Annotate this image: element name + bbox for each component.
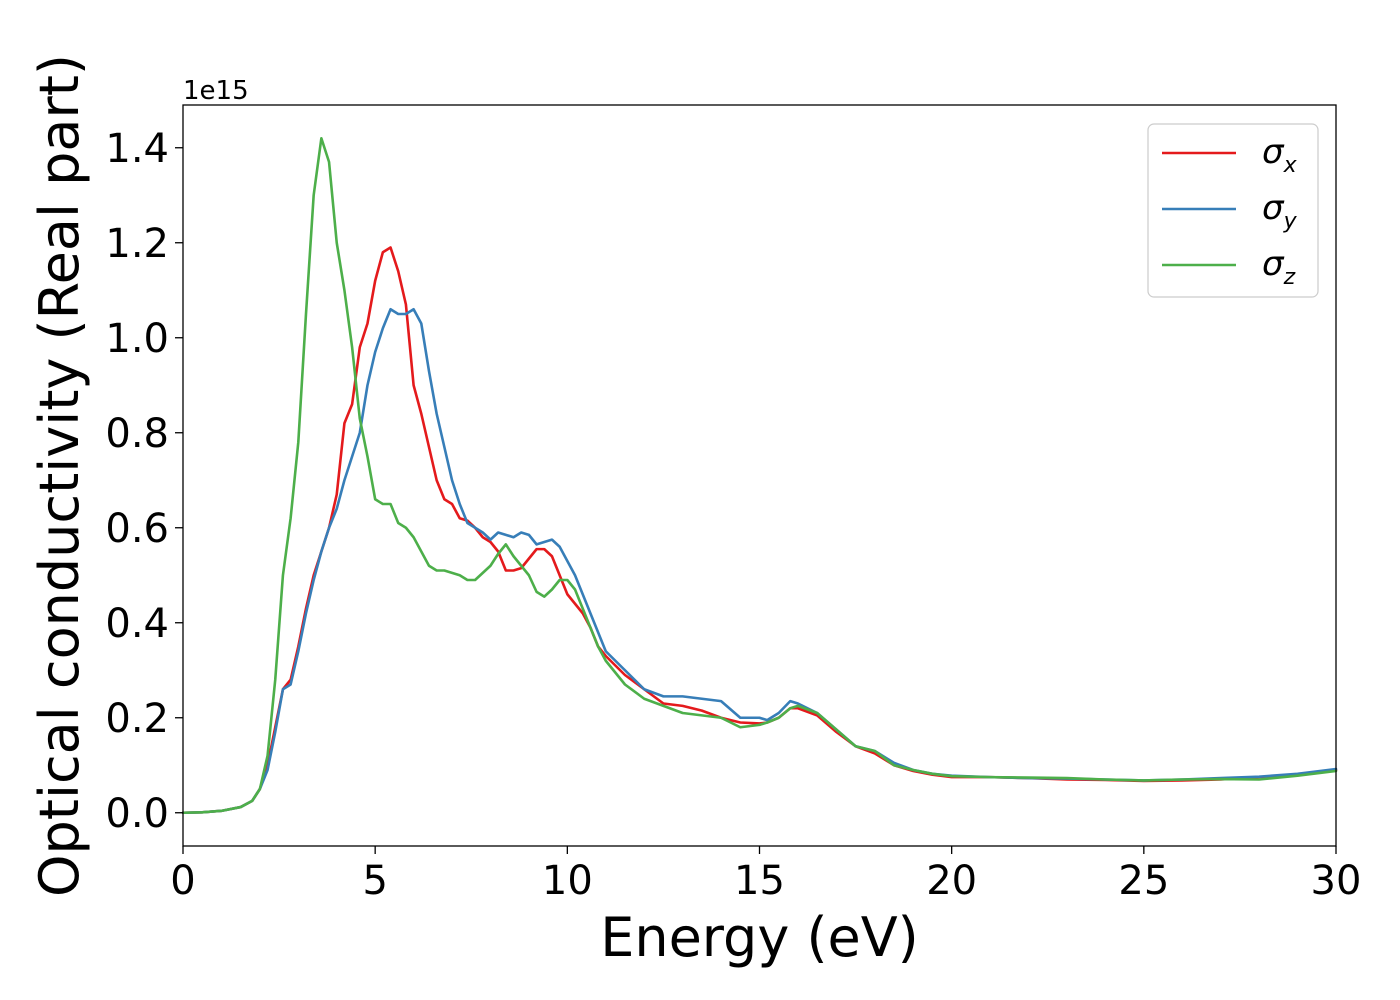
y-tick-label: 1.2 — [105, 221, 169, 267]
y-tick-label: 0.0 — [105, 791, 169, 837]
y-tick-label: 0.2 — [105, 696, 169, 742]
x-tick-label: 15 — [734, 858, 785, 904]
lines-layer — [181, 136, 1338, 815]
x-tick-label: 10 — [542, 858, 593, 904]
series-line-z — [181, 136, 1338, 815]
series-line-x — [181, 246, 1338, 815]
y-tick-label: 0.4 — [105, 601, 169, 647]
legend-box — [1147, 123, 1319, 298]
x-tick-label: 0 — [170, 858, 195, 904]
x-tick-label: 20 — [926, 858, 977, 904]
y-offset-label: 1e15 — [183, 76, 249, 106]
x-axis-label: Energy (eV) — [600, 906, 919, 969]
x-tick-label: 25 — [1118, 858, 1169, 904]
x-tick-label: 5 — [362, 858, 387, 904]
x-axis-ticks: 0 5 10 15 20 25 30 — [170, 846, 1361, 904]
y-tick-label: 1.4 — [105, 126, 169, 172]
y-axis-ticks: 0.0 0.2 0.4 0.6 0.8 1.0 1.2 1.4 — [105, 126, 183, 837]
y-tick-label: 0.6 — [105, 506, 169, 552]
x-tick-label: 30 — [1311, 858, 1362, 904]
y-axis-label: Optical conductivity (Real part) — [28, 54, 91, 897]
y-tick-label: 0.8 — [105, 411, 169, 457]
y-tick-label: 1.0 — [105, 316, 169, 362]
